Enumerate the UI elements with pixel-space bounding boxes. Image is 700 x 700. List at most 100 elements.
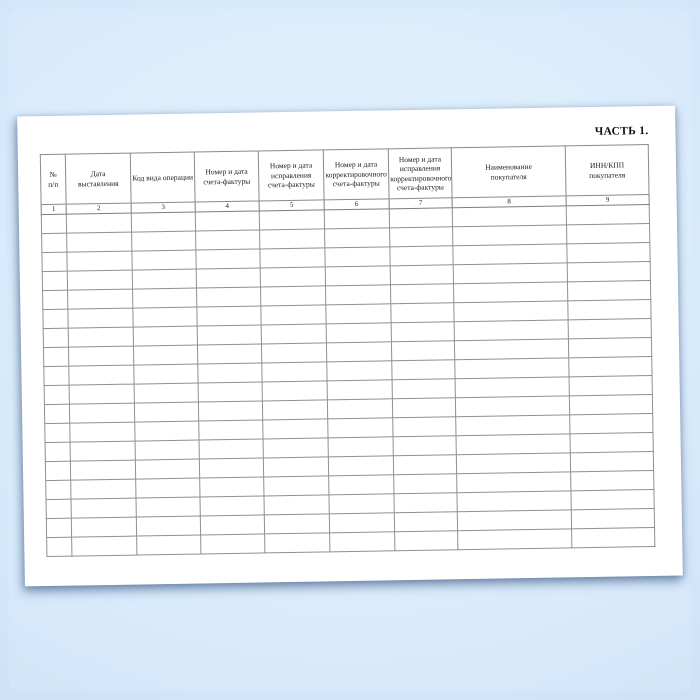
column-header: Номер и дата исправления счета-фактуры <box>258 149 325 201</box>
table-cell <box>569 432 654 453</box>
table-cell <box>566 223 650 244</box>
table-cell <box>390 302 455 323</box>
table-cell <box>262 380 328 401</box>
table-cell <box>197 324 262 346</box>
table-cell <box>325 303 392 324</box>
column-header: Наименование покупателя <box>451 145 567 198</box>
table-cell <box>261 342 327 363</box>
table-cell <box>455 414 570 436</box>
table-cell <box>66 232 132 253</box>
table-cell <box>568 337 652 358</box>
table-cell <box>391 340 455 361</box>
table-cell <box>197 343 262 365</box>
table-cell <box>43 328 69 348</box>
table-cell <box>453 262 568 284</box>
column-header: Код вида операции <box>130 152 196 204</box>
table-cell <box>567 261 651 282</box>
table-cell <box>135 478 200 499</box>
table-cell <box>456 452 571 474</box>
table-cell <box>392 397 456 418</box>
table-cell <box>46 518 72 538</box>
table-cell <box>196 305 262 327</box>
table-cell <box>195 248 261 270</box>
table-cell <box>328 474 394 495</box>
table-cell <box>67 289 133 310</box>
table-cell <box>569 413 653 434</box>
table-cell <box>324 208 390 229</box>
table-cell <box>132 307 198 328</box>
table-cell <box>391 321 455 342</box>
table-cell <box>259 228 325 249</box>
table-cell <box>196 286 261 308</box>
table-cell <box>260 285 326 306</box>
column-header: ИНН/КПП покупателя <box>565 144 650 196</box>
table-cell <box>570 470 654 491</box>
table-cell <box>197 362 263 384</box>
table-cell <box>199 438 264 460</box>
table-cell <box>329 531 395 552</box>
table-cell <box>329 512 395 533</box>
column-header: Номер и дата корректировочного счета-фак… <box>323 148 390 200</box>
table-cell <box>68 346 134 367</box>
table-cell <box>263 494 330 515</box>
table-cell <box>326 322 392 343</box>
table-cell <box>70 460 136 481</box>
table-cell <box>394 530 458 551</box>
table-cell <box>328 455 394 476</box>
table-cell <box>570 489 655 510</box>
table-cell <box>262 399 328 420</box>
table-cell <box>135 440 200 461</box>
table-cell <box>66 251 133 272</box>
table-cell <box>45 442 71 462</box>
table-cell <box>392 416 457 437</box>
table-cell <box>567 280 651 301</box>
table-cell <box>69 384 135 405</box>
table-cell <box>389 226 453 247</box>
table-cell <box>393 435 457 456</box>
table-cell <box>131 250 197 271</box>
table-cell <box>42 309 69 329</box>
table-cell <box>136 535 201 556</box>
table-cell <box>327 379 393 400</box>
table-cell <box>135 459 200 480</box>
table-cell <box>391 359 456 380</box>
table-cell <box>327 398 393 419</box>
table-cell <box>45 480 72 500</box>
table-cell <box>133 326 198 347</box>
table-cell <box>456 433 571 455</box>
table-cell <box>198 381 263 403</box>
table-cell <box>456 471 571 493</box>
table-cell <box>67 308 134 329</box>
table-cell <box>260 266 326 287</box>
table-cell <box>324 246 391 267</box>
table-cell <box>571 527 655 548</box>
table-cell <box>41 214 67 234</box>
table-cell <box>69 403 135 424</box>
table-cell <box>566 242 651 263</box>
table-cell <box>570 451 654 472</box>
table-cell <box>131 231 196 252</box>
table-cell <box>454 319 569 341</box>
table-cell <box>200 514 265 536</box>
table-cell <box>260 304 327 325</box>
table-cell <box>195 210 260 232</box>
table-cell <box>71 498 137 519</box>
table-cell <box>134 421 200 442</box>
table-cell <box>389 207 453 228</box>
table-cell <box>41 233 67 253</box>
table-cell <box>390 264 454 285</box>
table-cell <box>135 497 201 518</box>
table-cell <box>393 473 457 494</box>
table-cell <box>328 493 395 514</box>
table-cell <box>71 517 137 538</box>
part-title: ЧАСТЬ 1. <box>594 125 649 138</box>
table-cell <box>134 383 199 404</box>
table-cell <box>455 376 570 398</box>
table-cell <box>42 290 68 310</box>
table-cell <box>259 247 326 268</box>
table-cell <box>70 479 136 500</box>
table-cell <box>199 457 264 479</box>
table-cell <box>453 300 569 322</box>
table-cell <box>393 492 458 513</box>
